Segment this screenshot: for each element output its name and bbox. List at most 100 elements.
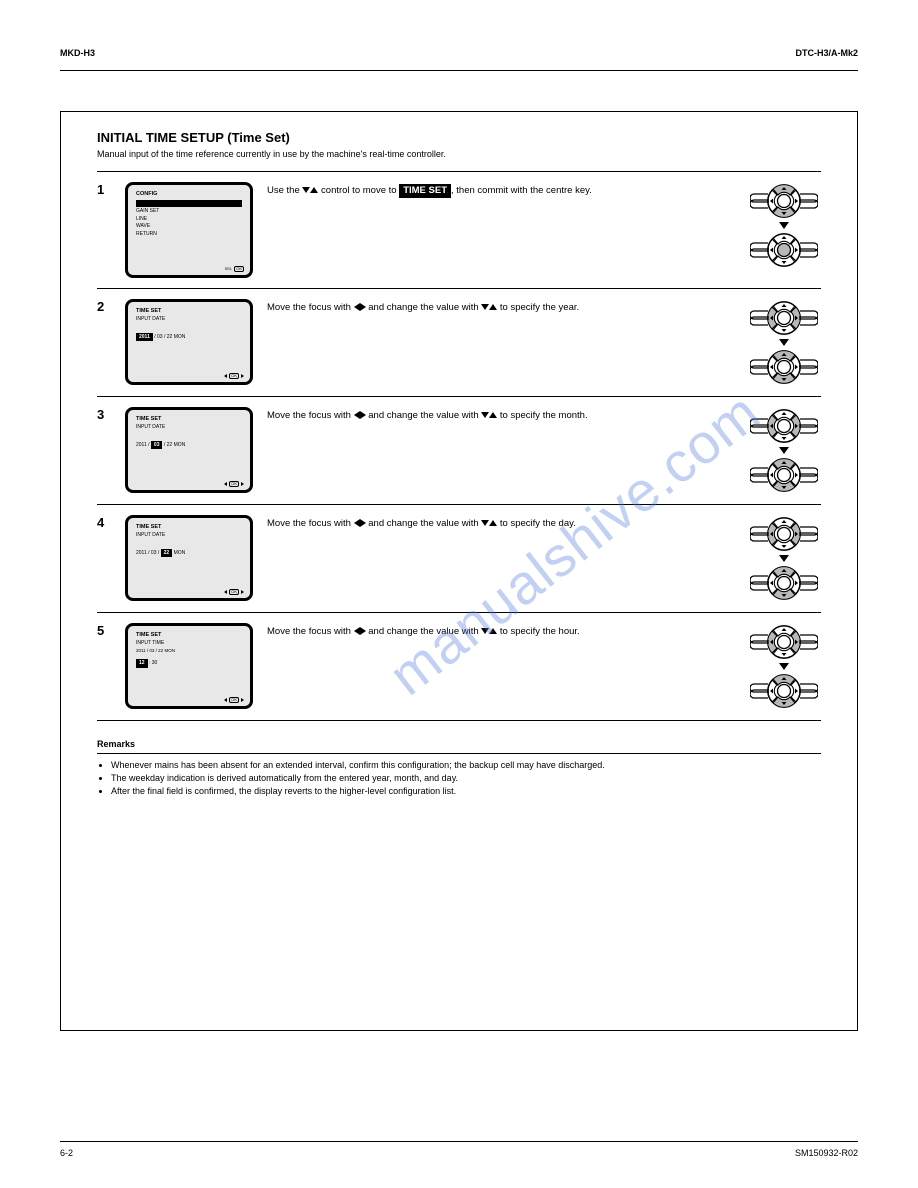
header-right: DTC-H3/A-Mk2	[795, 48, 858, 58]
highlighted-value: 03	[151, 441, 163, 450]
down-arrow-icon	[302, 187, 310, 193]
step-instruction: Move the focus with and change the value…	[267, 623, 733, 639]
step-number: 3	[97, 407, 111, 422]
screen-label: INPUT DATE	[136, 532, 242, 539]
menu-item: GAIN SET	[136, 208, 242, 215]
right-arrow-icon	[360, 411, 366, 419]
up-arrow-icon	[489, 304, 497, 310]
screen-title: TIME SET	[136, 416, 242, 423]
remote-dpad-icon	[750, 515, 818, 553]
highlighted-value: 2011	[136, 333, 153, 342]
screen-footer-icon: OK	[224, 589, 244, 595]
note-item: The weekday indication is derived automa…	[111, 773, 821, 783]
screen-preview: TIME SET INPUT DATE 2011 / 03 / 22 MON O…	[125, 515, 253, 601]
screen-label: INPUT DATE	[136, 316, 242, 323]
menu-item: LINE	[136, 216, 242, 223]
remote-illustration	[747, 515, 821, 602]
remote-dpad-icon	[750, 672, 818, 710]
step-instruction: Move the focus with and change the value…	[267, 515, 733, 531]
menu-item-highlighted	[136, 200, 242, 207]
note-item: After the final field is confirmed, the …	[111, 786, 821, 796]
screen-preview: CONFIG GAIN SETLINEWAVERETURN SELOK	[125, 182, 253, 278]
screen-title: TIME SET	[136, 632, 242, 639]
step-row: 1 CONFIG GAIN SETLINEWAVERETURN SELOK Us…	[97, 172, 821, 288]
up-arrow-icon	[489, 628, 497, 634]
step-instruction: Move the focus with and change the value…	[267, 299, 733, 315]
footer-left: 6-2	[60, 1148, 73, 1158]
note-item: Whenever mains has been absent for an ex…	[111, 760, 821, 770]
down-arrow-icon	[481, 304, 489, 310]
screen-footer-icon: OK	[224, 481, 244, 487]
screen-value-row: 12 : 30	[136, 659, 242, 668]
step-number: 1	[97, 182, 111, 197]
step-number: 2	[97, 299, 111, 314]
notes-list: Whenever mains has been absent for an ex…	[97, 760, 821, 796]
remote-illustration	[747, 407, 821, 494]
divider	[97, 720, 821, 721]
notes-title: Remarks	[97, 739, 821, 749]
step-number: 4	[97, 515, 111, 530]
remote-dpad-icon	[750, 182, 818, 220]
highlight-label: TIME SET	[399, 184, 451, 198]
screen-value-row: 2011 / 03 / 22 MON	[136, 549, 242, 558]
remote-dpad-icon	[750, 348, 818, 386]
menu-item: RETURN	[136, 231, 242, 238]
footer-rule	[60, 1141, 858, 1142]
remote-dpad-icon	[750, 231, 818, 269]
content-box: INITIAL TIME SETUP (Time Set) Manual inp…	[60, 111, 858, 1031]
up-arrow-icon	[310, 187, 318, 193]
remote-illustration	[747, 299, 821, 386]
screen-value-row: 2011 / 03 / 22 MON	[136, 333, 242, 342]
highlighted-value: 12	[136, 659, 148, 668]
footer-right: SM150932-R02	[795, 1148, 858, 1158]
screen-preview: TIME SET INPUT TIME 2011 / 03 / 22 MON 1…	[125, 623, 253, 709]
screen-title: TIME SET	[136, 524, 242, 531]
screen-value-row: 2011 / 03 / 22 MON	[136, 441, 242, 450]
screen-label: INPUT DATE	[136, 424, 242, 431]
page-header: MKD-H3 DTC-H3/A-Mk2	[60, 48, 858, 58]
right-arrow-icon	[360, 519, 366, 527]
remote-dpad-icon	[750, 299, 818, 337]
step-row: 2 TIME SET INPUT DATE 2011 / 03 / 22 MON…	[97, 289, 821, 396]
down-arrow-icon	[779, 339, 789, 346]
screen-preview: TIME SET INPUT DATE 2011 / 03 / 22 MON O…	[125, 299, 253, 385]
down-arrow-icon	[481, 520, 489, 526]
down-arrow-icon	[481, 628, 489, 634]
up-arrow-icon	[489, 520, 497, 526]
header-rule	[60, 70, 858, 71]
down-arrow-icon	[779, 447, 789, 454]
section-title: INITIAL TIME SETUP (Time Set)	[97, 130, 821, 145]
up-arrow-icon	[489, 412, 497, 418]
remote-illustration	[747, 182, 821, 269]
notes: Remarks Whenever mains has been absent f…	[97, 739, 821, 796]
down-arrow-icon	[481, 412, 489, 418]
highlighted-value: 22	[161, 549, 173, 558]
step-instruction: Use the control to move to TIME SET, the…	[267, 182, 733, 198]
screen-footer-icon: OK	[224, 697, 244, 703]
down-arrow-icon	[779, 222, 789, 229]
remote-dpad-icon	[750, 456, 818, 494]
step-number: 5	[97, 623, 111, 638]
remote-illustration	[747, 623, 821, 710]
screen-title: TIME SET	[136, 308, 242, 315]
screen-footer-icon: OK	[224, 373, 244, 379]
step-row: 4 TIME SET INPUT DATE 2011 / 03 / 22 MON…	[97, 505, 821, 612]
right-arrow-icon	[360, 627, 366, 635]
right-arrow-icon	[360, 303, 366, 311]
screen-preview: TIME SET INPUT DATE 2011 / 03 / 22 MON O…	[125, 407, 253, 493]
screen-label: INPUT TIME	[136, 640, 242, 647]
step-instruction: Move the focus with and change the value…	[267, 407, 733, 423]
header-left: MKD-H3	[60, 48, 95, 58]
screen-subvalue: 2011 / 03 / 22 MON	[136, 648, 242, 654]
down-arrow-icon	[779, 555, 789, 562]
screen-footer-icon: SELOK	[225, 266, 244, 272]
remote-dpad-icon	[750, 623, 818, 661]
remote-dpad-icon	[750, 407, 818, 445]
page: MKD-H3 DTC-H3/A-Mk2 manualshive.com INIT…	[0, 0, 918, 1188]
divider	[97, 753, 821, 754]
remote-dpad-icon	[750, 564, 818, 602]
section-subtitle: Manual input of the time reference curre…	[97, 149, 821, 159]
down-arrow-icon	[779, 663, 789, 670]
screen-title: CONFIG	[136, 191, 242, 198]
step-row: 5 TIME SET INPUT TIME 2011 / 03 / 22 MON…	[97, 613, 821, 720]
